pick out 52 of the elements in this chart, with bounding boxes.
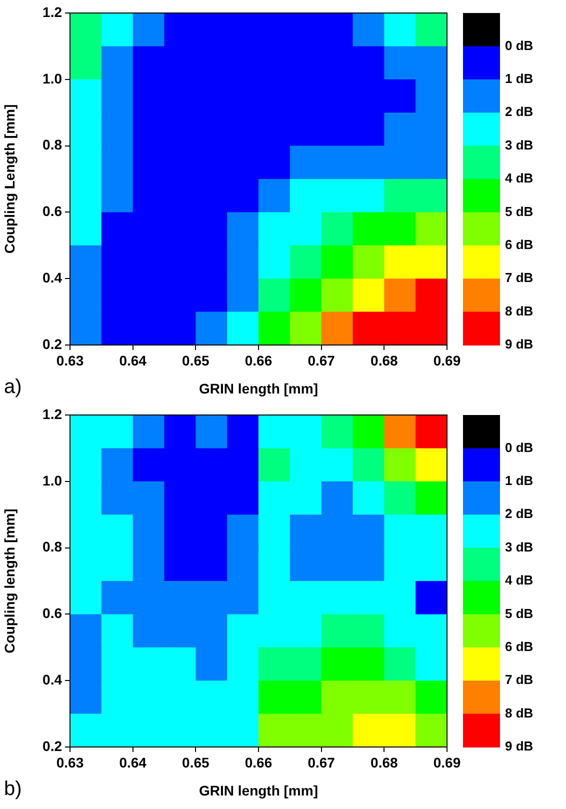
y-tick-label: 0.4 (42, 269, 62, 286)
x-tick-label: 0.65 (182, 352, 210, 368)
x-tick-label: 0.63 (56, 352, 84, 368)
color-bar-label: 4 dB (505, 572, 534, 588)
color-bar-label: 3 dB (505, 137, 534, 152)
color-bar-label: 7 dB (505, 270, 534, 286)
text: a) (4, 376, 22, 398)
color-bar-label: 9 dB (505, 738, 534, 754)
y-tick-label: 1.2 (42, 4, 62, 20)
x-tick-label: 0.63 (56, 754, 84, 770)
y-tick-label: 0.2 (42, 738, 62, 754)
y-axis-title: Coupling length [mm] (1, 508, 18, 654)
color-bar-label: 2 dB (505, 506, 534, 522)
x-tick-label: 0.68 (370, 352, 398, 368)
color-bar-label: 9 dB (505, 336, 534, 352)
x-tick-label: 0.69 (433, 352, 461, 368)
color-bar-label: 8 dB (505, 705, 534, 720)
x-tick-label: 0.67 (308, 754, 336, 770)
y-axis-title: Coupling Length [mm] (1, 104, 18, 254)
y-tick-label: 1.0 (42, 70, 62, 86)
x-tick-label: 0.66 (244, 352, 272, 368)
color-bar-label: 4 dB (505, 170, 534, 186)
color-bar-label: 2 dB (505, 104, 534, 120)
color-bar-label: 0 dB (505, 440, 534, 455)
color-bar-label: 7 dB (505, 672, 534, 688)
text: b) (4, 778, 22, 800)
y-tick-label: 0.2 (42, 336, 62, 352)
color-bar-label: 3 dB (505, 539, 534, 554)
x-tick-label: 0.64 (119, 754, 147, 770)
y-tick-label: 0.6 (42, 203, 62, 220)
color-bar-label: 6 dB (505, 236, 534, 252)
y-tick-label: 1.0 (42, 472, 62, 488)
color-bar-label: 1 dB (505, 472, 534, 488)
x-tick-label: 0.67 (308, 352, 336, 368)
x-axis-title: GRIN length [mm] (199, 782, 318, 798)
color-bar-label: 0 dB (505, 38, 534, 53)
color-bar-label: 8 dB (505, 303, 534, 318)
x-tick-label: 0.65 (182, 754, 210, 770)
y-tick-label: 0.6 (42, 605, 62, 622)
y-tick-label: 0.8 (42, 538, 62, 555)
color-bar-label: 1 dB (505, 70, 534, 86)
y-tick-label: 0.8 (42, 136, 62, 153)
color-bar-label: 5 dB (505, 204, 534, 219)
y-tick-label: 0.4 (42, 671, 62, 688)
color-bar-label: 6 dB (505, 638, 534, 654)
x-axis-title: GRIN length [mm] (199, 380, 318, 396)
x-tick-label: 0.64 (119, 352, 147, 368)
x-tick-label: 0.66 (244, 754, 272, 770)
y-tick-label: 1.2 (42, 406, 62, 422)
color-bar-label: 5 dB (505, 606, 534, 621)
x-tick-label: 0.69 (433, 754, 461, 770)
x-tick-label: 0.68 (370, 754, 398, 770)
